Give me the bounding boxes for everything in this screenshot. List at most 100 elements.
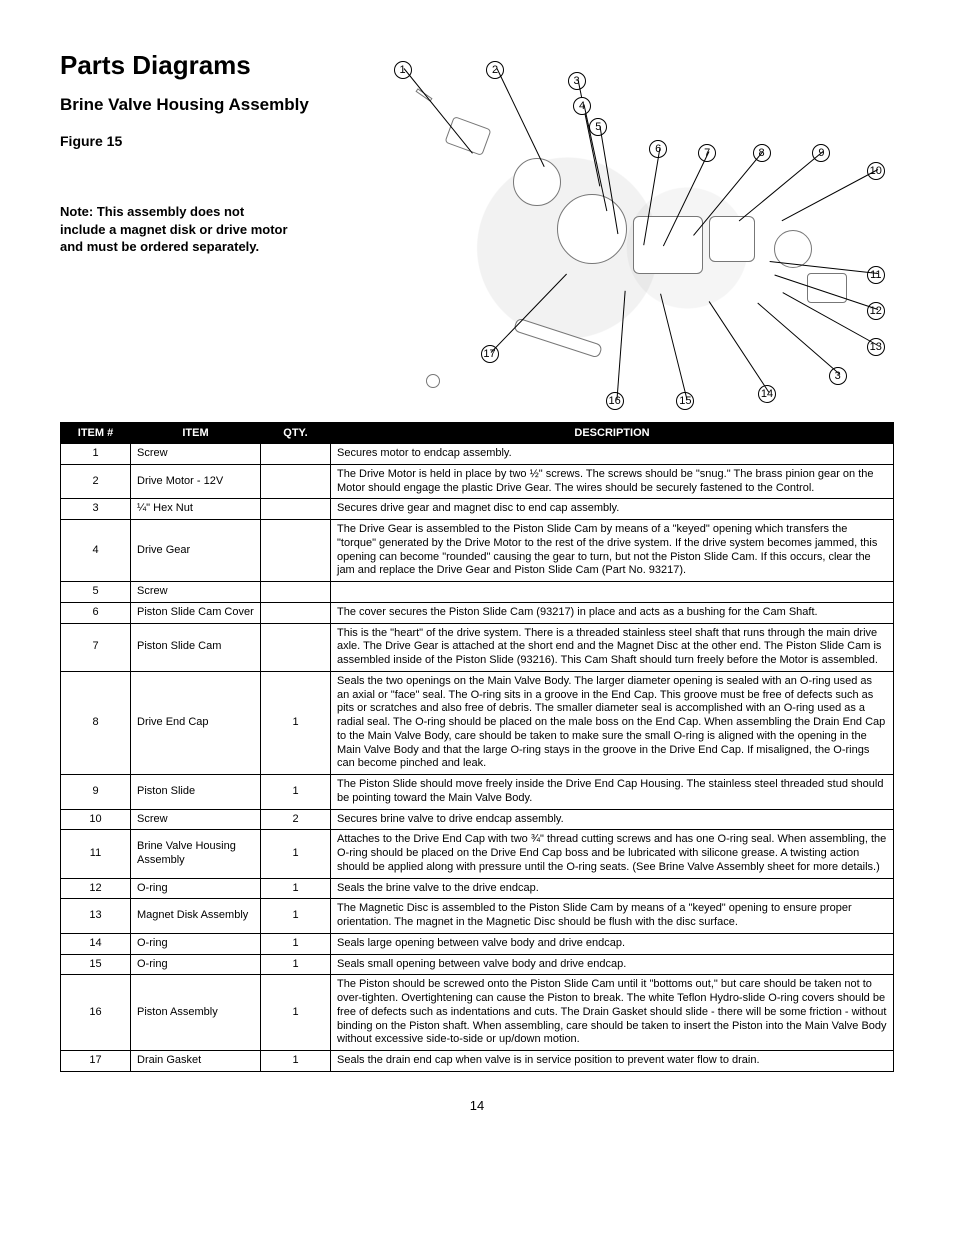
cell-item-no: 13 bbox=[61, 899, 131, 934]
table-row: 4Drive Gear The Drive Gear is assembled t… bbox=[61, 520, 894, 582]
cell-desc: Seals the brine valve to the drive endca… bbox=[331, 878, 894, 899]
cell-desc: The Drive Motor is held in place by two … bbox=[331, 464, 894, 499]
diagram-part bbox=[444, 116, 491, 156]
cell-item-no: 9 bbox=[61, 775, 131, 810]
cell-desc: Secures brine valve to drive endcap asse… bbox=[331, 809, 894, 830]
cell-item: Piston Slide bbox=[131, 775, 261, 810]
diagram-part bbox=[513, 317, 603, 358]
cell-desc: The Piston should be screwed onto the Pi… bbox=[331, 975, 894, 1051]
cell-qty: 1 bbox=[261, 775, 331, 810]
cell-item-no: 10 bbox=[61, 809, 131, 830]
cell-qty bbox=[261, 464, 331, 499]
table-row: 9Piston Slide1The Piston Slide should mo… bbox=[61, 775, 894, 810]
cell-qty: 1 bbox=[261, 1051, 331, 1072]
cell-qty bbox=[261, 582, 331, 603]
parts-table: ITEM # ITEM QTY. DESCRIPTION 1ScrewSecur… bbox=[60, 422, 894, 1072]
cell-item-no: 4 bbox=[61, 520, 131, 582]
cell-item-no: 12 bbox=[61, 878, 131, 899]
diagram-part bbox=[709, 216, 755, 262]
cell-item-no: 6 bbox=[61, 602, 131, 623]
cell-item-no: 16 bbox=[61, 975, 131, 1051]
cell-item-no: 15 bbox=[61, 954, 131, 975]
cell-qty: 1 bbox=[261, 899, 331, 934]
table-row: 8Drive End Cap1Seals the two openings on… bbox=[61, 671, 894, 774]
cell-qty: 1 bbox=[261, 830, 331, 878]
diagram-part bbox=[426, 374, 440, 388]
cell-item-no: 14 bbox=[61, 933, 131, 954]
figure-label: Figure 15 bbox=[60, 133, 330, 149]
cell-desc: The Magnetic Disc is assembled to the Pi… bbox=[331, 899, 894, 934]
cell-qty bbox=[261, 520, 331, 582]
table-row: 12O-ring1Seals the brine valve to the dr… bbox=[61, 878, 894, 899]
cell-item-no: 7 bbox=[61, 623, 131, 671]
diagram-callout: 16 bbox=[606, 392, 624, 410]
cell-qty bbox=[261, 623, 331, 671]
cell-qty: 1 bbox=[261, 975, 331, 1051]
cell-desc: Secures drive gear and magnet disc to en… bbox=[331, 499, 894, 520]
cell-item: O-ring bbox=[131, 878, 261, 899]
cell-desc: Seals the two openings on the Main Valve… bbox=[331, 671, 894, 774]
table-row: 16Piston Assembly1The Piston should be s… bbox=[61, 975, 894, 1051]
page-title: Parts Diagrams bbox=[60, 50, 330, 81]
cell-desc: The Piston Slide should move freely insi… bbox=[331, 775, 894, 810]
cell-item: Magnet Disk Assembly bbox=[131, 899, 261, 934]
diagram-callout: 12 bbox=[867, 302, 885, 320]
cell-item-no: 11 bbox=[61, 830, 131, 878]
cell-desc: Seals large opening between valve body a… bbox=[331, 933, 894, 954]
cell-item: O-ring bbox=[131, 954, 261, 975]
cell-item: Piston Slide Cam bbox=[131, 623, 261, 671]
table-row: 10Screw2Secures brine valve to drive end… bbox=[61, 809, 894, 830]
table-row: 2Drive Motor - 12VThe Drive Motor is hel… bbox=[61, 464, 894, 499]
cell-item-no: 17 bbox=[61, 1051, 131, 1072]
table-row: 1ScrewSecures motor to endcap assembly. bbox=[61, 444, 894, 465]
cell-desc: Seals small opening between valve body a… bbox=[331, 954, 894, 975]
col-item: ITEM bbox=[131, 423, 261, 444]
table-row: 13Magnet Disk Assembly1The Magnetic Disc… bbox=[61, 899, 894, 934]
cell-item-no: 3 bbox=[61, 499, 131, 520]
cell-item-no: 2 bbox=[61, 464, 131, 499]
assembly-note: Note: This assembly does not include a m… bbox=[60, 203, 290, 256]
cell-item: Screw bbox=[131, 809, 261, 830]
table-row: 6Piston Slide Cam CoverThe cover secures… bbox=[61, 602, 894, 623]
cell-item: Drive End Cap bbox=[131, 671, 261, 774]
cell-qty: 1 bbox=[261, 878, 331, 899]
page-number: 14 bbox=[60, 1098, 894, 1113]
col-item-no: ITEM # bbox=[61, 423, 131, 444]
cell-qty: 2 bbox=[261, 809, 331, 830]
cell-item: Brine Valve Housing Assembly bbox=[131, 830, 261, 878]
cell-qty: 1 bbox=[261, 933, 331, 954]
cell-desc: Attaches to the Drive End Cap with two ¾… bbox=[331, 830, 894, 878]
cell-qty bbox=[261, 444, 331, 465]
col-qty: QTY. bbox=[261, 423, 331, 444]
cell-qty bbox=[261, 602, 331, 623]
table-row: 3¼" Hex Nut Secures drive gear and magnet… bbox=[61, 499, 894, 520]
cell-desc: This is the "heart" of the drive system.… bbox=[331, 623, 894, 671]
table-row: 7Piston Slide Cam This is the "heart" of … bbox=[61, 623, 894, 671]
cell-item: Screw bbox=[131, 444, 261, 465]
table-row: 11Brine Valve Housing Assembly1Attaches … bbox=[61, 830, 894, 878]
cell-item: O-ring bbox=[131, 933, 261, 954]
exploded-diagram: 12345678910111213314151617 bbox=[350, 50, 894, 410]
table-row: 15O-ring1Seals small opening between val… bbox=[61, 954, 894, 975]
cell-item: Drain Gasket bbox=[131, 1051, 261, 1072]
diagram-callout: 3 bbox=[568, 72, 586, 90]
col-desc: DESCRIPTION bbox=[331, 423, 894, 444]
diagram-callout: 11 bbox=[867, 266, 885, 284]
diagram-part bbox=[513, 158, 561, 206]
page-subtitle: Brine Valve Housing Assembly bbox=[60, 95, 330, 115]
diagram-callout: 4 bbox=[573, 97, 591, 115]
cell-item-no: 8 bbox=[61, 671, 131, 774]
cell-desc bbox=[331, 582, 894, 603]
table-row: 5Screw bbox=[61, 582, 894, 603]
diagram-callout: 14 bbox=[758, 385, 776, 403]
cell-item: ¼" Hex Nut bbox=[131, 499, 261, 520]
table-row: 14O-ring1Seals large opening between val… bbox=[61, 933, 894, 954]
cell-desc: The cover secures the Piston Slide Cam (… bbox=[331, 602, 894, 623]
cell-desc: The Drive Gear is assembled to the Pisto… bbox=[331, 520, 894, 582]
cell-item: Screw bbox=[131, 582, 261, 603]
cell-item: Piston Assembly bbox=[131, 975, 261, 1051]
cell-item: Drive Gear bbox=[131, 520, 261, 582]
cell-desc: Seals the drain end cap when valve is in… bbox=[331, 1051, 894, 1072]
table-row: 17Drain Gasket1Seals the drain end cap w… bbox=[61, 1051, 894, 1072]
cell-item-no: 5 bbox=[61, 582, 131, 603]
